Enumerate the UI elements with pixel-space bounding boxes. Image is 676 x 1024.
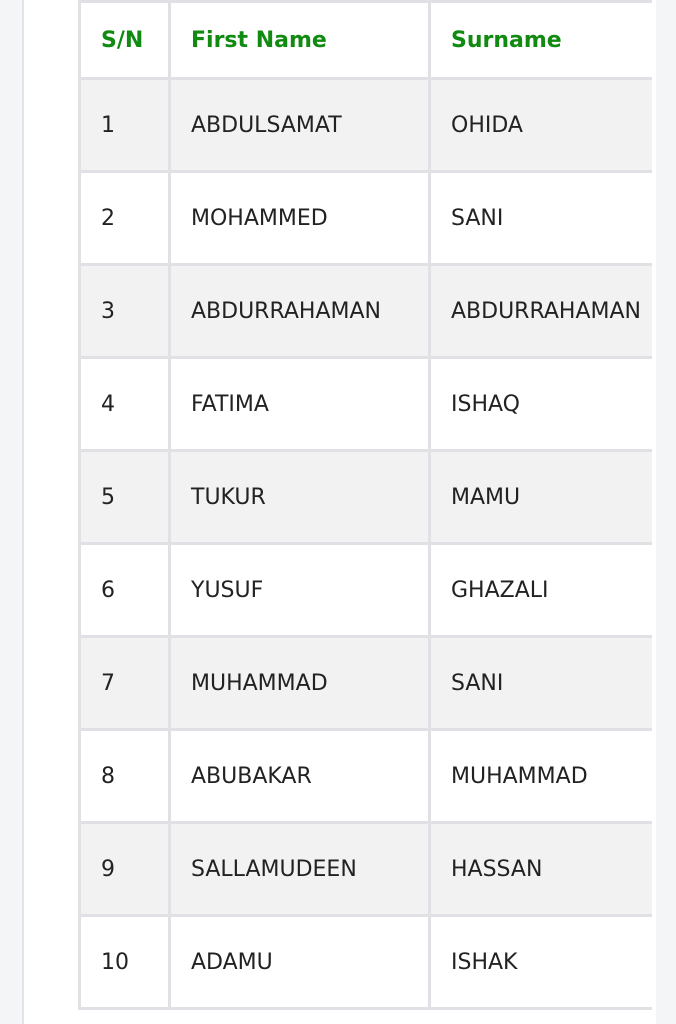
- table-cell: ADAMU: [168, 914, 431, 1010]
- table-cell: 5: [78, 449, 171, 545]
- table-cell: ISHAK: [428, 914, 652, 1010]
- table-row: 9 SALLAMUDEEN HASSAN: [78, 821, 652, 917]
- table-cell: ABDURRAHAMAN: [428, 263, 652, 359]
- table-row: 4 FATIMA ISHAQ: [78, 356, 652, 452]
- header-cell: Surname: [428, 0, 652, 80]
- header-cell: S/N: [78, 0, 171, 80]
- table-cell: FATIMA: [168, 356, 431, 452]
- names-table: S/N First Name Surname 1 ABDULSAMAT OHIDA 2 MO…: [78, 0, 652, 1010]
- table-row: 2 MOHAMMED SANI: [78, 170, 652, 266]
- table-cell: MOHAMMED: [168, 170, 431, 266]
- table-wrapper: S/N First Name Surname 1 ABDULSAMAT OHIDA 2 MO…: [78, 0, 652, 1020]
- table-cell: 1: [78, 77, 171, 173]
- table-cell: SALLAMUDEEN: [168, 821, 431, 917]
- table-cell: YUSUF: [168, 542, 431, 638]
- table-cell: 8: [78, 728, 171, 824]
- table-row: 7 MUHAMMAD SANI: [78, 635, 652, 731]
- table-row: 10 ADAMU ISHAK: [78, 914, 652, 1010]
- table-cell: 3: [78, 263, 171, 359]
- table-cell: 4: [78, 356, 171, 452]
- table-cell: ABDURRAHAMAN: [168, 263, 431, 359]
- table-cell: ABUBAKAR: [168, 728, 431, 824]
- table-row: 8 ABUBAKAR MUHAMMAD: [78, 728, 652, 824]
- table-row: 1 ABDULSAMAT OHIDA: [78, 77, 652, 173]
- table-row: 3 ABDURRAHAMAN ABDURRAHAMAN: [78, 263, 652, 359]
- table-cell: TUKUR: [168, 449, 431, 545]
- table-cell: HASSAN: [428, 821, 652, 917]
- table-cell: MAMU: [428, 449, 652, 545]
- header-cell: First Name: [168, 0, 431, 80]
- table-cell: SANI: [428, 635, 652, 731]
- table-cell: 9: [78, 821, 171, 917]
- table-row: 6 YUSUF GHAZALI: [78, 542, 652, 638]
- table-cell: 2: [78, 170, 171, 266]
- table-cell: GHAZALI: [428, 542, 652, 638]
- table-cell: 10: [78, 914, 171, 1010]
- table-cell: OHIDA: [428, 77, 652, 173]
- table-cell: MUHAMMAD: [428, 728, 652, 824]
- table-cell: SANI: [428, 170, 652, 266]
- table-cell: ABDULSAMAT: [168, 77, 431, 173]
- table-cell: ISHAQ: [428, 356, 652, 452]
- table-cell: 6: [78, 542, 171, 638]
- table-cell: 7: [78, 635, 171, 731]
- table-row: 5 TUKUR MAMU: [78, 449, 652, 545]
- header-row: S/N First Name Surname: [78, 0, 652, 80]
- table-cell: MUHAMMAD: [168, 635, 431, 731]
